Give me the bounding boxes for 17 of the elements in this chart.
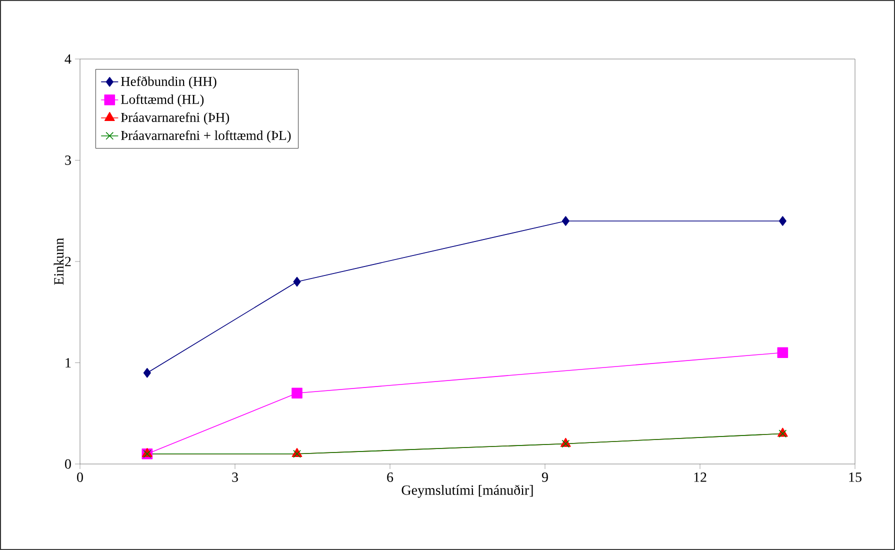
legend-label: Þráavarnarefni (ÞH) [121, 112, 230, 125]
y-axis-title: Einkunn [54, 238, 64, 285]
y-tick-label: 0 [65, 459, 71, 469]
y-tick-label: 1 [66, 358, 71, 368]
y-tick-label: 3 [65, 156, 71, 165]
y-tick-label: 4 [64, 54, 72, 64]
x-tick-label: 3 [232, 472, 238, 482]
x-tick-label: 12 [694, 472, 706, 482]
x-tick-label: 9 [542, 472, 548, 482]
legend-label: Lofttæmd (HL) [120, 94, 204, 107]
x-tick-label: 0 [77, 472, 83, 482]
x-tick-label: 15 [849, 472, 862, 482]
legend-label: Hefðbundin (HH) [120, 76, 216, 89]
y-tick-label: 2 [65, 256, 71, 266]
legend-label: Þráavarnarefni + lofttæmd (ÞL) [121, 130, 291, 143]
x-axis-title: Geymslutími [mánuðir] [402, 484, 533, 498]
x-tick-label: 6 [387, 472, 394, 482]
